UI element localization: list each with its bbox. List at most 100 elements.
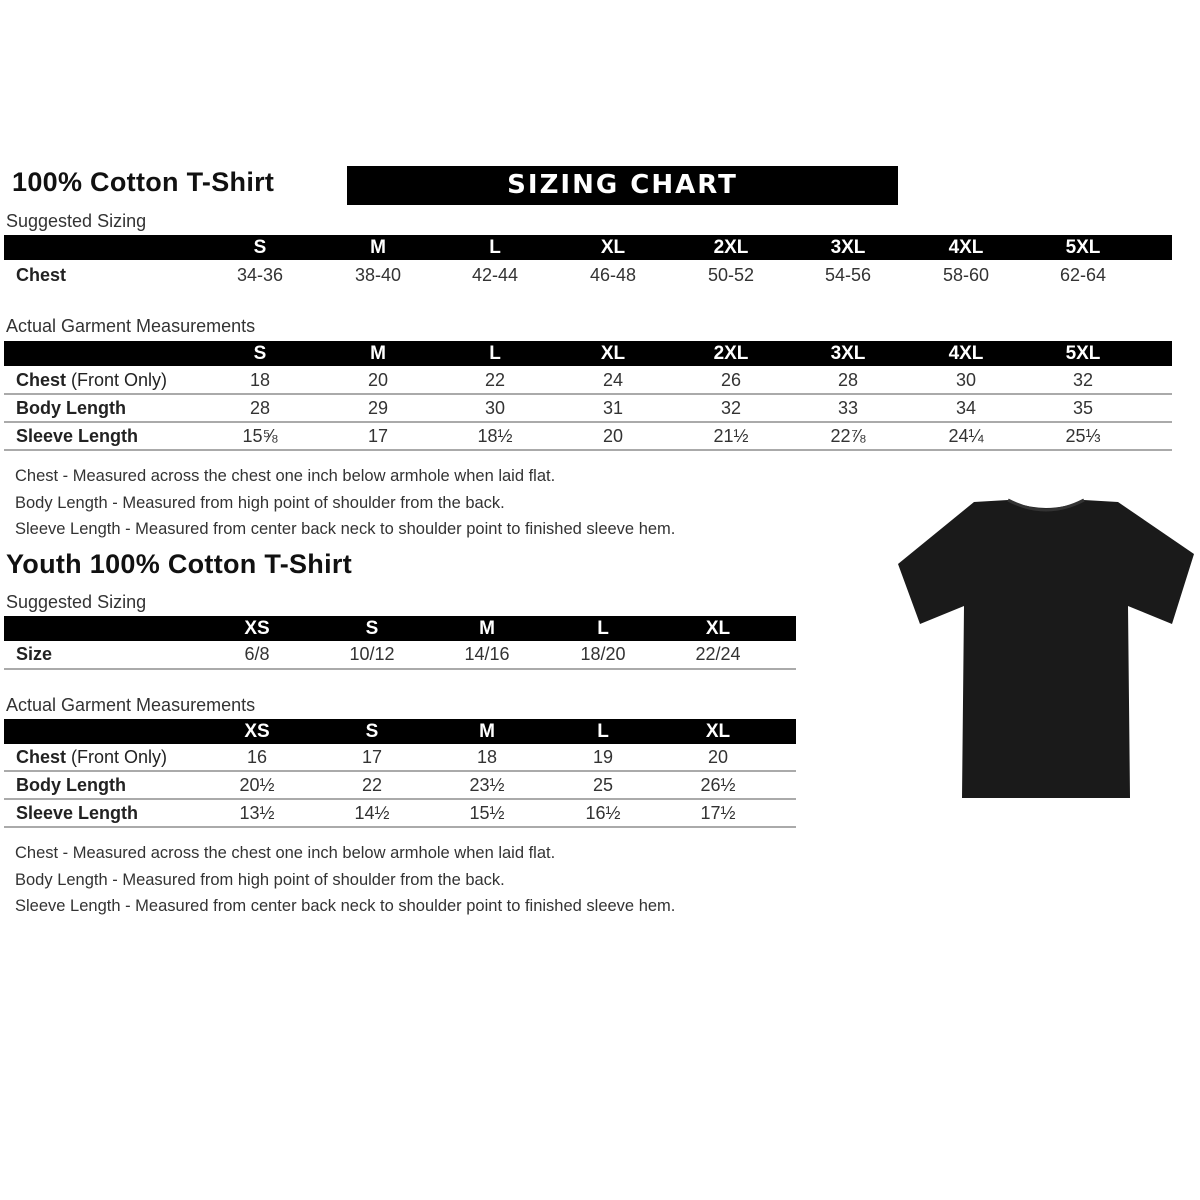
row-divider	[4, 449, 1172, 451]
size-header-s: S	[365, 618, 379, 639]
table-cell: 15½	[469, 803, 505, 823]
size-header-xs: XS	[244, 721, 270, 742]
table-cell: 30	[484, 398, 506, 418]
size-header-m: M	[479, 618, 495, 639]
table-cell: 33	[837, 398, 859, 418]
sizing-chart-banner: SIZING CHART	[347, 166, 898, 205]
t-shirt-icon	[898, 498, 1194, 798]
table-cell: 32	[1072, 370, 1094, 390]
row-label-extra: (Front Only)	[71, 747, 168, 767]
table-cell: 17	[361, 747, 383, 767]
size-header-xs: XS	[244, 618, 270, 639]
table-cell: 18½	[477, 426, 513, 446]
row-label: Sleeve Length	[16, 426, 138, 447]
table-cell: 23½	[469, 775, 505, 795]
suggested-sizing-label: Suggested Sizing	[6, 592, 147, 612]
size-header-l: L	[489, 343, 501, 364]
table-cell: 19	[592, 747, 614, 767]
actual-measurements-label: Actual Garment Measurements	[6, 316, 256, 336]
size-header-2xl: 2XL	[713, 343, 749, 364]
table-cell: 20	[602, 426, 624, 446]
table-cell: 46-48	[589, 265, 637, 285]
size-header-3xl: 3XL	[830, 343, 866, 364]
row-label: Sleeve Length	[16, 803, 138, 824]
row-label-text: Sleeve Length	[16, 426, 139, 446]
table-cell: 24	[602, 370, 624, 390]
table-cell: 28	[837, 370, 859, 390]
size-header-3xl: 3XL	[830, 237, 866, 258]
table-cell: 22	[361, 775, 383, 795]
row-divider	[4, 770, 796, 772]
table-cell: 10/12	[349, 644, 395, 664]
size-header-xl: XL	[705, 721, 731, 742]
size-header-xl: XL	[705, 618, 731, 639]
size-header-xl: XL	[600, 343, 626, 364]
table-cell: 20	[367, 370, 389, 390]
row-label-text: Body Length	[16, 398, 126, 418]
youth-title: Youth 100% Cotton T-Shirt	[6, 549, 352, 579]
size-header-m: M	[370, 237, 386, 258]
row-label-text: Sleeve Length	[16, 803, 139, 823]
table-cell: 21½	[713, 426, 749, 446]
size-header-5xl: 5XL	[1065, 237, 1101, 258]
size-header-4xl: 4XL	[948, 343, 984, 364]
table-cell: 31	[602, 398, 624, 418]
table-cell: 20	[707, 747, 729, 767]
measurement-note: Sleeve Length - Measured from center bac…	[15, 897, 676, 915]
size-header-2xl: 2XL	[713, 237, 749, 258]
table-cell: 28	[249, 398, 271, 418]
measurement-note: Chest - Measured across the chest one in…	[15, 844, 556, 862]
table-cell: 18	[476, 747, 498, 767]
size-header-m: M	[370, 343, 386, 364]
row-label-extra: (Front Only)	[71, 370, 168, 390]
size-header-m: M	[479, 721, 495, 742]
adult-title: 100% Cotton T-Shirt	[12, 167, 275, 197]
table-cell: 17½	[700, 803, 736, 823]
row-label: Chest	[16, 265, 67, 285]
table-cell: 22/24	[695, 644, 741, 664]
suggested-sizing-label: Suggested Sizing	[6, 211, 147, 231]
size-header-s: S	[365, 721, 379, 742]
table-cell: 32	[720, 398, 742, 418]
row-divider	[4, 421, 1172, 423]
table-cell: 35	[1072, 398, 1094, 418]
table-cell: 34-36	[236, 265, 284, 285]
size-header-l: L	[489, 237, 501, 258]
table-cell: 17	[367, 426, 389, 446]
table-cell: 22⅞	[830, 426, 866, 446]
size-header-l: L	[597, 721, 609, 742]
row-label: Size	[16, 644, 53, 664]
size-header-bar: S M L XL 2XL 3XL 4XL 5XL	[4, 341, 1172, 366]
row-label-text: Chest	[16, 370, 67, 390]
table-cell: 26½	[700, 775, 736, 795]
table-cell: 14/16	[464, 644, 510, 664]
table-cell: 54-56	[824, 265, 872, 285]
table-cell: 26	[720, 370, 742, 390]
table-cell: 25⅓	[1065, 426, 1101, 446]
row-divider	[4, 826, 796, 828]
size-header-s: S	[253, 343, 267, 364]
table-cell: 30	[955, 370, 977, 390]
row-label: Body Length	[16, 775, 126, 796]
table-cell: 58-60	[942, 265, 990, 285]
table-cell: 22	[484, 370, 506, 390]
size-header-s: S	[253, 237, 267, 258]
table-cell: 18	[249, 370, 271, 390]
actual-measurements-label: Actual Garment Measurements	[6, 695, 256, 715]
table-cell: 14½	[354, 803, 390, 823]
size-header-xl: XL	[600, 237, 626, 258]
table-cell: 13½	[239, 803, 275, 823]
size-header-5xl: 5XL	[1065, 343, 1101, 364]
row-label: Chest (Front Only)	[16, 370, 167, 391]
table-cell: 6/8	[244, 644, 270, 664]
table-cell: 50-52	[707, 265, 755, 285]
table-cell: 15⅝	[242, 426, 278, 446]
measurement-note: Chest - Measured across the chest one in…	[15, 467, 556, 485]
row-divider	[4, 668, 796, 670]
row-divider	[4, 393, 1172, 395]
size-header-4xl: 4XL	[948, 237, 984, 258]
row-label: Chest (Front Only)	[16, 747, 167, 768]
size-header-bar: S M L XL 2XL 3XL 4XL 5XL	[4, 235, 1172, 260]
table-cell: 62-64	[1059, 265, 1107, 285]
table-cell: 34	[955, 398, 977, 418]
